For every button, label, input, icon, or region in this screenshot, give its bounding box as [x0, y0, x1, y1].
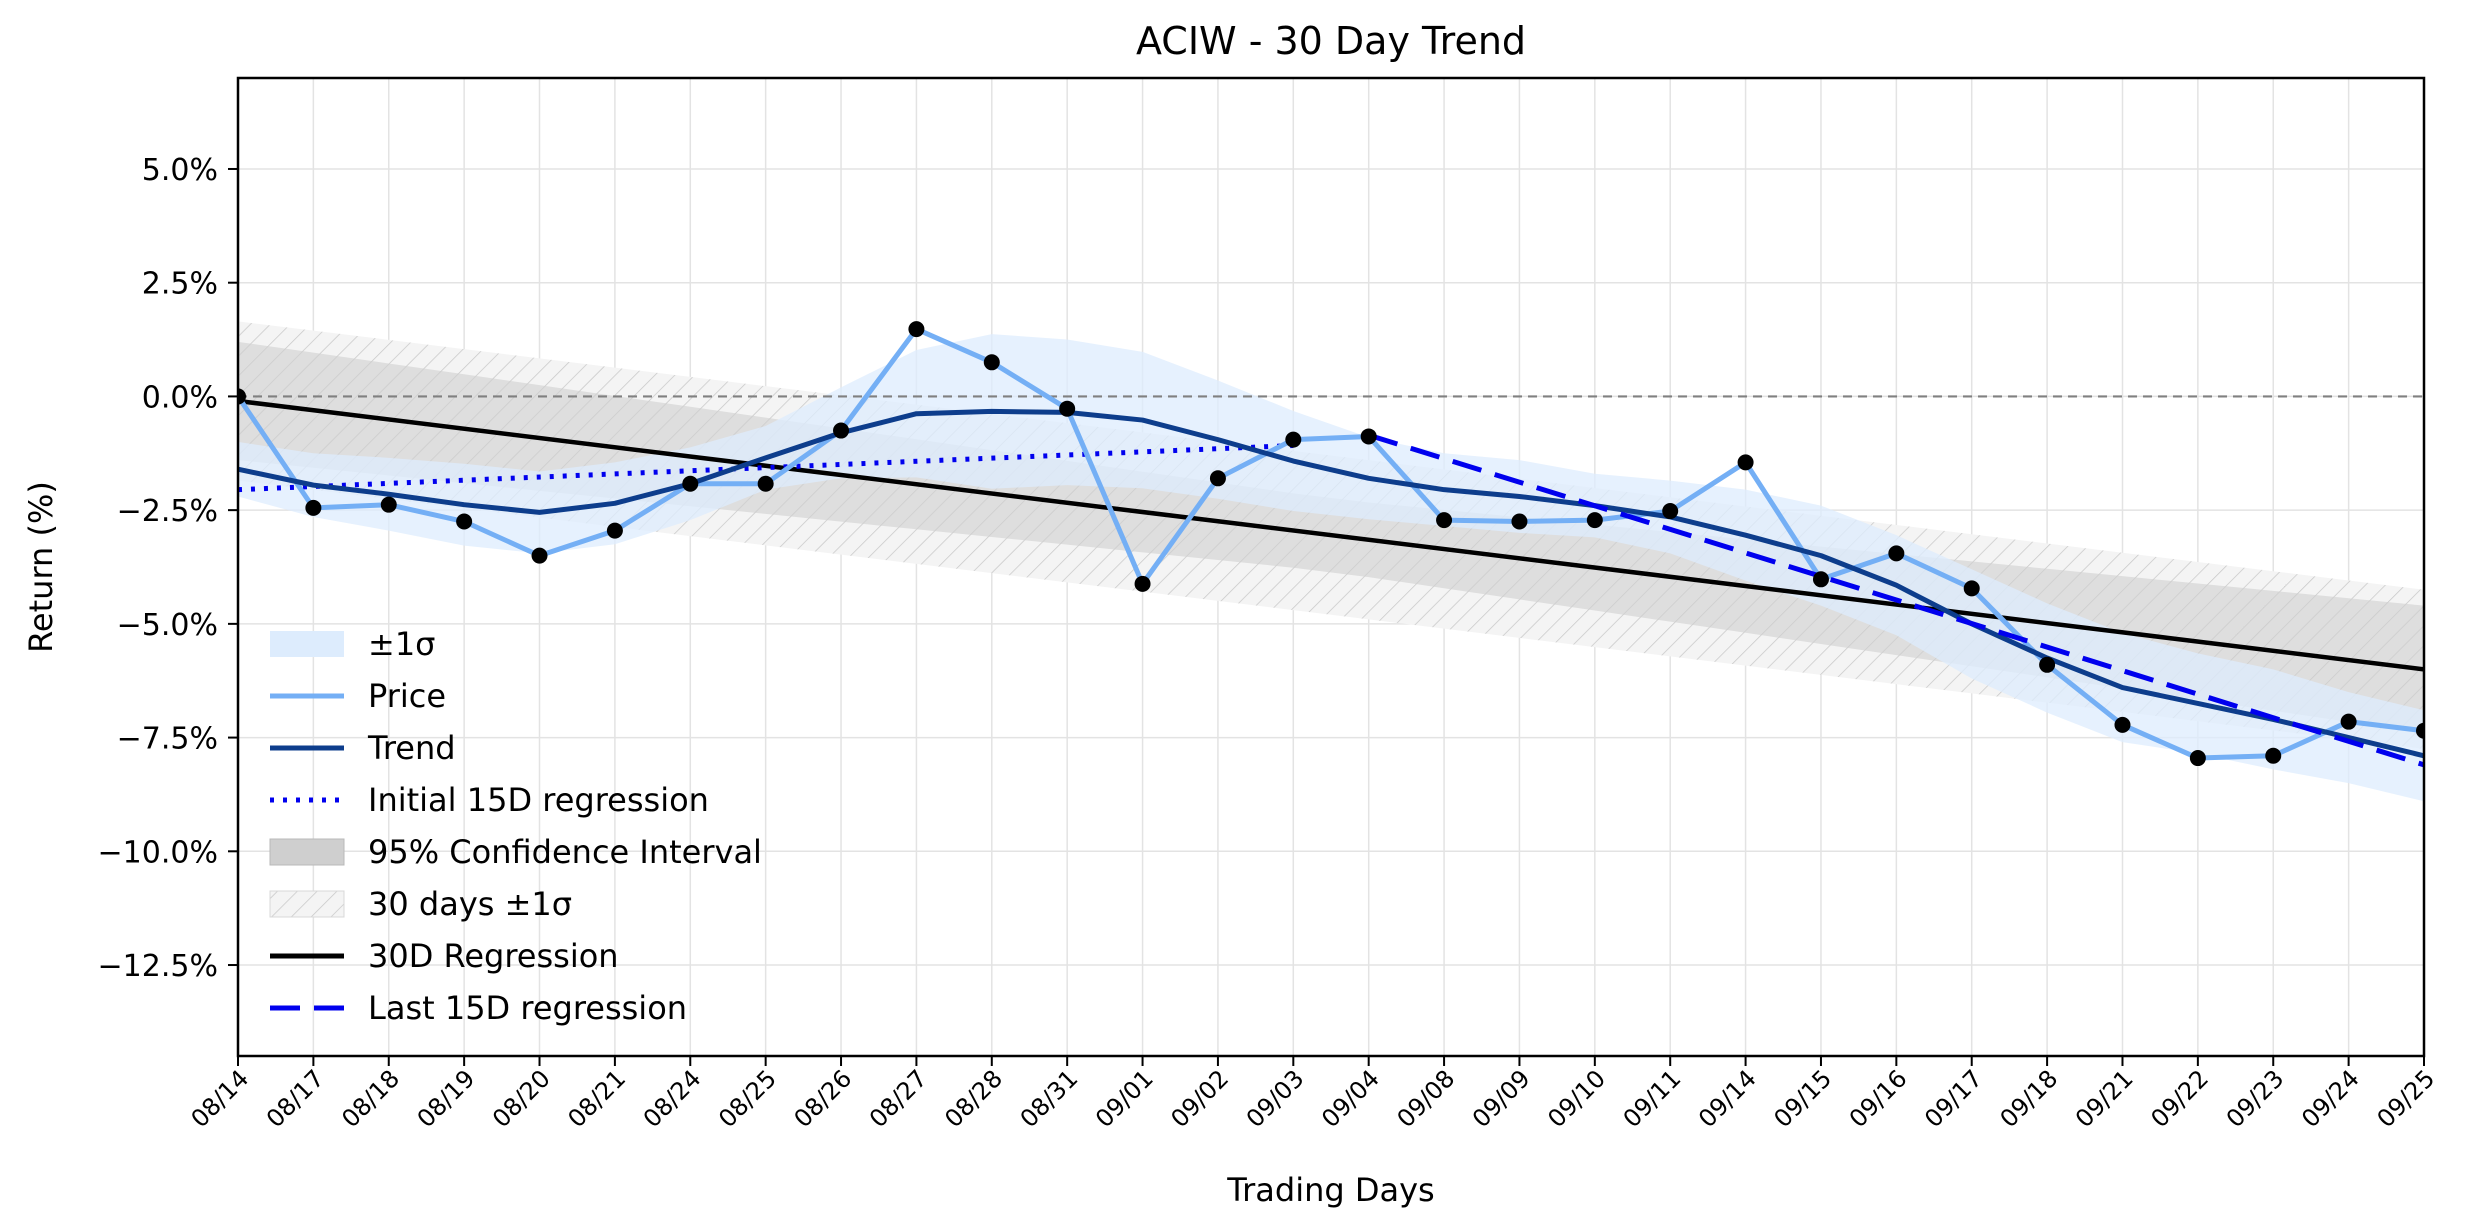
price-point — [2416, 722, 2424, 739]
x-tick-label: 08/27 — [864, 1064, 933, 1133]
y-tick-label: 2.5% — [142, 267, 218, 302]
x-tick-label: 09/09 — [1467, 1064, 1536, 1133]
x-tick-label: 08/17 — [261, 1064, 330, 1133]
x-tick-label: 08/20 — [487, 1064, 556, 1133]
price-point — [1963, 580, 1980, 597]
y-axis: 5.0% 2.5% 0.0% −2.5% −5.0% −7.5% −10.0% −12.5% — [98, 153, 238, 984]
legend-swatch-ci — [269, 838, 345, 866]
x-tick-label: 08/21 — [562, 1064, 631, 1133]
x-tick-label: 09/16 — [1844, 1064, 1913, 1133]
lines-layer — [238, 326, 2424, 768]
x-tick-label: 09/21 — [2070, 1064, 2139, 1133]
legend-swatch-band30 — [269, 890, 345, 918]
plot-frame — [236, 76, 2426, 1058]
price-point — [1888, 545, 1905, 562]
legend: ±1σ Price Trend Initial 15D regression 95% C… — [269, 625, 762, 1027]
x-tick-label: 09/03 — [1241, 1064, 1310, 1133]
legend-label: Last 15D regression — [368, 989, 687, 1027]
y-tick-label: −7.5% — [117, 722, 218, 757]
x-tick-label: 08/26 — [789, 1064, 858, 1133]
x-tick-label: 09/23 — [2221, 1064, 2290, 1133]
price-point — [1059, 400, 1076, 417]
legend-swatch-sigma — [270, 631, 344, 657]
plot-area — [238, 321, 2424, 802]
y-axis-label: Return (%) — [22, 481, 60, 653]
y-tick-label: 0.0% — [142, 380, 218, 415]
x-tick-label: 09/22 — [2145, 1064, 2214, 1133]
price-point — [1662, 503, 1679, 520]
price-point — [2114, 716, 2131, 733]
price-point — [305, 499, 322, 516]
price-point — [2039, 656, 2056, 673]
price-point — [456, 513, 473, 530]
price-point — [1209, 470, 1226, 487]
x-tick-label: 09/14 — [1693, 1064, 1762, 1133]
x-tick-label: 08/14 — [186, 1064, 255, 1133]
x-tick-label: 09/04 — [1316, 1064, 1385, 1133]
price-point — [682, 475, 699, 492]
price-point — [1436, 512, 1453, 529]
y-tick-label: −12.5% — [98, 949, 218, 984]
price-point — [757, 475, 774, 492]
price-point — [983, 354, 1000, 371]
x-tick-label: 09/02 — [1165, 1064, 1234, 1133]
legend-label: ±1σ — [368, 625, 435, 663]
price-point — [1737, 454, 1754, 471]
price-point — [2189, 750, 2206, 767]
legend-label: 95% Confidence Interval — [368, 833, 762, 871]
bands-layer — [238, 321, 2424, 802]
chart-title: ACIW - 30 Day Trend — [1136, 19, 1526, 63]
regression-last-15d-line — [1367, 432, 2424, 768]
price-point — [606, 522, 623, 539]
y-tick-label: −2.5% — [117, 494, 218, 529]
price-point — [1134, 575, 1151, 592]
price-point — [1812, 571, 1829, 588]
price-point — [531, 547, 548, 564]
legend-label: Price — [368, 677, 446, 715]
x-tick-label: 08/24 — [638, 1064, 707, 1133]
legend-label: 30 days ±1σ — [368, 885, 572, 923]
x-tick-label: 09/24 — [2296, 1064, 2365, 1133]
price-point — [1285, 431, 1302, 448]
x-tick-label: 08/28 — [939, 1064, 1008, 1133]
markers-layer — [238, 321, 2424, 767]
price-point — [1586, 512, 1603, 529]
x-tick-label: 09/15 — [1768, 1064, 1837, 1133]
y-tick-label: −10.0% — [98, 835, 218, 870]
price-point — [2340, 713, 2357, 730]
x-tick-label: 08/31 — [1015, 1064, 1084, 1133]
x-tick-label: 08/18 — [336, 1064, 405, 1133]
price-point — [2265, 747, 2282, 764]
price-point — [380, 496, 397, 513]
x-axis-label: Trading Days — [1226, 1171, 1434, 1209]
x-tick-label: 08/19 — [412, 1064, 481, 1133]
price-point — [1360, 428, 1377, 445]
x-tick-label: 09/11 — [1618, 1064, 1687, 1133]
y-tick-label: −5.0% — [117, 608, 218, 643]
legend-label: 30D Regression — [368, 937, 619, 975]
x-tick-label: 09/01 — [1090, 1064, 1159, 1133]
price-point — [833, 422, 850, 439]
trend-line — [238, 408, 2424, 759]
x-tick-label: 09/18 — [1995, 1064, 2064, 1133]
price-point — [908, 321, 925, 338]
x-tick-label: 09/25 — [2372, 1064, 2441, 1133]
x-tick-label: 09/10 — [1542, 1064, 1611, 1133]
price-line — [238, 326, 2424, 761]
x-tick-label: 09/08 — [1392, 1064, 1461, 1133]
price-point — [238, 388, 246, 405]
x-axis: 08/14 08/17 08/18 08/19 08/20 08/21 08/24 08/25… — [186, 1056, 2441, 1133]
legend-label: Trend — [367, 729, 456, 767]
legend-label: Initial 15D regression — [368, 781, 709, 819]
x-tick-label: 09/17 — [1919, 1064, 1988, 1133]
x-tick-label: 08/25 — [713, 1064, 782, 1133]
price-point — [1511, 513, 1528, 530]
y-tick-label: 5.0% — [142, 153, 218, 188]
regression-30d-line — [238, 398, 2424, 672]
